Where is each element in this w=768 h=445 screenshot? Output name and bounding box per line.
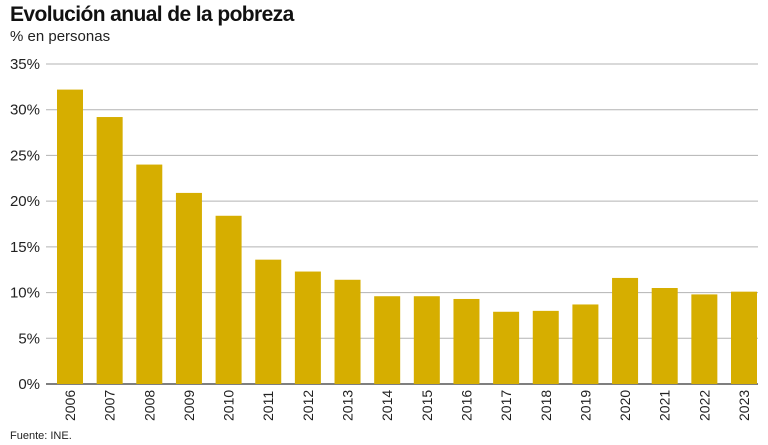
x-tick-label: 2014 [379,390,395,421]
bar-2006 [57,89,83,384]
x-tick-label: 2016 [458,390,474,421]
bar-2019 [572,304,599,384]
x-tick-label: 2008 [141,390,157,421]
chart-subtitle: % en personas [10,28,111,45]
bar-2018 [532,310,559,384]
bar-2012 [294,271,321,384]
y-tick-label: 25% [10,147,40,164]
bar-2014 [374,296,401,384]
x-tick-label: 2010 [221,390,237,421]
bar-2013 [334,279,361,384]
x-tick-label: 2018 [538,390,554,421]
y-axis-ticks: 0% 5% 10% 15% 20% 25% 30% 35% [10,56,40,393]
bar-2021 [651,288,678,384]
bar-2007 [96,117,123,384]
chart-title: Evolución anual de la pobreza [10,3,294,26]
y-tick-label: 0% [18,376,40,393]
bar-2009 [175,192,202,384]
chart-source: Fuente: INE. [10,430,72,442]
x-tick-label: 2007 [102,390,118,421]
bar-2016 [453,298,480,384]
gridlines [46,63,758,385]
x-tick-label: 2013 [340,390,356,421]
x-tick-label: 2017 [498,390,514,421]
x-tick-label: 2021 [657,390,673,421]
bar-2023 [731,291,757,384]
y-tick-label: 35% [10,56,40,73]
y-tick-label: 30% [10,102,40,119]
x-tick-label: 2006 [62,390,78,421]
bar-2010 [215,215,242,384]
x-tick-label: 2009 [181,390,197,421]
x-tick-label: 2023 [736,390,752,421]
bar-2011 [255,259,282,384]
bar-2020 [612,277,639,384]
bar-2008 [136,164,163,384]
x-tick-label: 2019 [577,390,593,421]
x-axis-ticks: 2006 2007 2008 2009 2010 2011 2012 2013 2014 2015… [62,390,752,421]
bar-2017 [493,311,520,384]
x-tick-label: 2022 [696,390,712,421]
y-tick-label: 10% [10,285,40,302]
bar-2015 [413,296,440,384]
y-tick-label: 5% [18,330,40,347]
bars [57,89,757,384]
bar-2022 [691,294,718,384]
x-tick-label: 2011 [260,391,276,421]
x-tick-label: 2015 [419,390,435,421]
x-tick-label: 2020 [617,390,633,421]
y-tick-label: 20% [10,193,40,210]
x-tick-label: 2012 [300,390,316,421]
y-tick-label: 15% [10,239,40,256]
